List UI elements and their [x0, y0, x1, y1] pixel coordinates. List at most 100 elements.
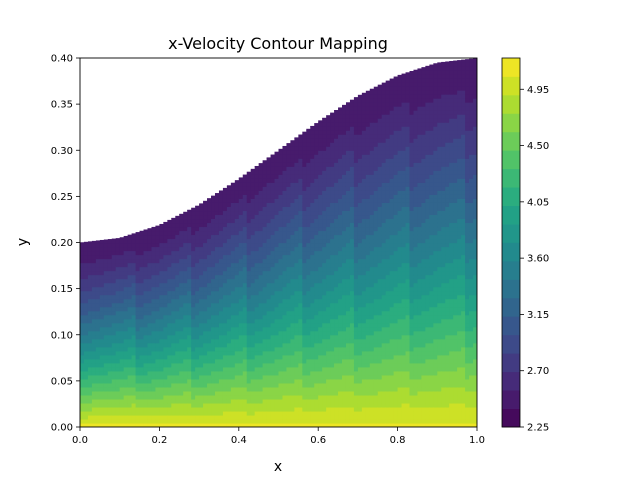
- contour-cell: [230, 378, 236, 384]
- contour-cell: [218, 306, 224, 312]
- contour-cell: [226, 346, 232, 352]
- contour-cell: [207, 246, 212, 252]
- contour-cell: [310, 178, 315, 183]
- contour-cell: [195, 262, 200, 268]
- contour-cell: [211, 382, 216, 388]
- contour-cell: [175, 346, 180, 352]
- contour-cell: [353, 422, 359, 427]
- contour-cell: [123, 266, 129, 272]
- contour-cell: [163, 394, 168, 400]
- contour-cell: [111, 298, 117, 304]
- contour-cell: [123, 394, 129, 400]
- contour-cell: [199, 314, 204, 320]
- contour-cell: [246, 422, 252, 427]
- contour-cell: [163, 242, 168, 248]
- contour-cell: [373, 102, 379, 107]
- contour-cell: [218, 342, 224, 348]
- contour-cell: [131, 398, 137, 404]
- contour-cell: [342, 314, 347, 320]
- contour-cell: [345, 114, 351, 119]
- contour-cell: [310, 414, 315, 420]
- contour-cell: [242, 386, 248, 392]
- contour-cell: [310, 278, 315, 284]
- contour-cell: [282, 310, 288, 316]
- contour-cell: [119, 242, 125, 248]
- contour-cell: [199, 374, 204, 380]
- contour-cell: [349, 410, 355, 416]
- contour-cell: [179, 306, 184, 312]
- contour-cell: [214, 374, 220, 380]
- contour-cell: [385, 306, 391, 312]
- contour-cell: [314, 282, 319, 288]
- contour-cell: [211, 274, 216, 280]
- contour-cell: [151, 358, 157, 364]
- contour-cell: [282, 406, 288, 412]
- contour-cell: [322, 162, 327, 167]
- contour-cell: [191, 418, 196, 424]
- contour-cell: [353, 394, 359, 400]
- contour-cell: [258, 406, 264, 412]
- contour-cell: [207, 222, 212, 228]
- contour-cell: [218, 230, 224, 236]
- contour-cell: [270, 266, 276, 272]
- contour-cell: [139, 230, 145, 236]
- contour-cell: [266, 358, 272, 364]
- contour-cell: [87, 270, 93, 276]
- contour-cell: [80, 278, 85, 284]
- contour-cell: [334, 226, 339, 232]
- contour-cell: [119, 238, 125, 244]
- contour-cell: [345, 202, 351, 207]
- contour-cell: [294, 310, 299, 316]
- contour-cell: [377, 142, 383, 147]
- contour-cell: [342, 326, 347, 332]
- contour-cell: [151, 418, 157, 424]
- contour-cell: [214, 193, 220, 195]
- contour-cell: [349, 390, 355, 396]
- contour-cell: [207, 322, 212, 328]
- contour-cell: [143, 342, 149, 348]
- contour-cell: [80, 390, 85, 396]
- contour-cell: [99, 402, 105, 408]
- contour-cell: [310, 206, 315, 212]
- contour-cell: [314, 150, 319, 155]
- contour-cell: [373, 106, 379, 111]
- contour-cell: [203, 214, 208, 220]
- contour-cell: [298, 186, 303, 191]
- contour-cell: [238, 290, 244, 296]
- contour-cell: [131, 238, 137, 244]
- contour-cell: [262, 160, 268, 163]
- contour-cell: [234, 226, 240, 232]
- contour-cell: [290, 314, 295, 320]
- contour-cell: [322, 346, 327, 352]
- contour-cell: [226, 274, 232, 280]
- contour-cell: [175, 306, 180, 312]
- contour-cell: [377, 274, 383, 280]
- contour-cell: [322, 302, 327, 308]
- contour-cell: [373, 418, 379, 424]
- contour-cell: [314, 222, 319, 228]
- contour-cell: [167, 298, 172, 304]
- contour-cell: [365, 266, 371, 272]
- contour-cell: [119, 330, 125, 336]
- contour-cell: [167, 278, 172, 284]
- contour-cell: [377, 354, 383, 360]
- contour-cell: [111, 366, 117, 372]
- contour-cell: [294, 242, 299, 248]
- contour-cell: [163, 326, 168, 332]
- contour-cell: [246, 178, 252, 183]
- contour-cell: [159, 326, 164, 332]
- contour-cell: [147, 318, 153, 324]
- contour-cell: [99, 290, 105, 296]
- contour-cell: [330, 210, 335, 216]
- contour-cell: [238, 222, 244, 228]
- contour-cell: [286, 166, 292, 171]
- contour-cell: [203, 274, 208, 280]
- contour-cell: [119, 394, 125, 400]
- contour-cell: [322, 258, 327, 264]
- contour-cell: [187, 222, 192, 228]
- contour-cell: [103, 346, 109, 352]
- contour-cell: [254, 378, 260, 384]
- contour-cell: [131, 338, 137, 344]
- contour-cell: [353, 110, 359, 115]
- contour-cell: [342, 206, 347, 212]
